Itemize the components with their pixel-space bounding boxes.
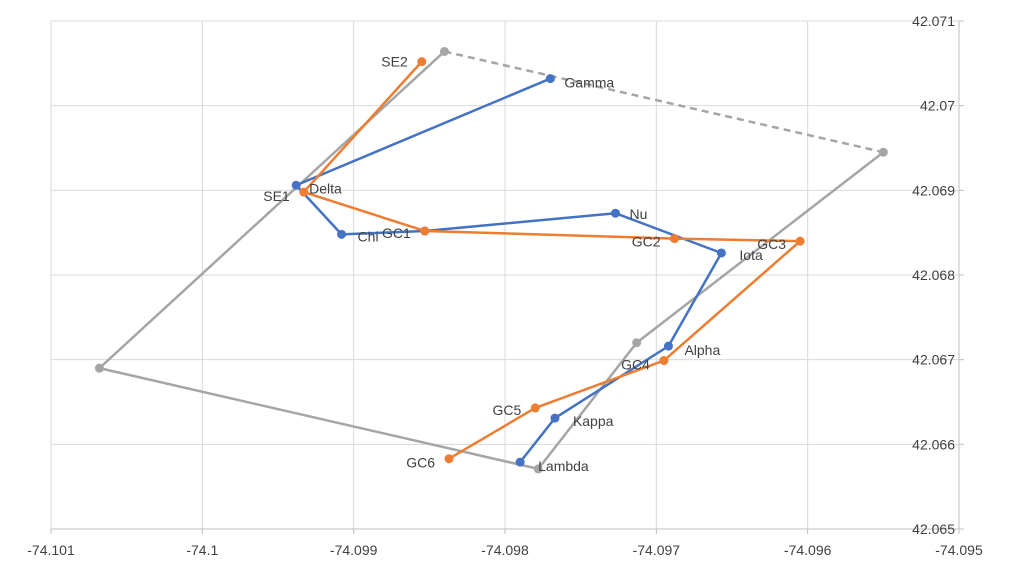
data-point — [291, 180, 301, 190]
data-point — [545, 74, 555, 84]
data-point — [716, 248, 726, 258]
data-label: SE2 — [381, 54, 408, 70]
data-point — [94, 363, 104, 373]
y-tick-label: 42.066 — [912, 436, 955, 452]
data-label: Lambda — [538, 458, 589, 474]
data-point — [417, 57, 427, 67]
data-label: SE1 — [263, 188, 290, 204]
y-tick-label: 42.065 — [912, 521, 955, 537]
data-point — [533, 464, 543, 474]
data-label: GC5 — [492, 402, 521, 418]
data-label: GC6 — [406, 455, 435, 471]
data-point — [663, 341, 673, 351]
data-label: Nu — [629, 206, 647, 222]
data-point — [420, 226, 430, 236]
data-point — [299, 187, 309, 197]
x-tick-label: -74.098 — [481, 542, 529, 558]
data-point — [795, 236, 805, 246]
data-point — [439, 46, 449, 56]
y-tick-label: 42.067 — [912, 352, 955, 368]
data-point — [550, 413, 560, 423]
x-tick-label: -74.099 — [330, 542, 378, 558]
data-point — [515, 457, 525, 467]
x-tick-label: -74.1 — [186, 542, 218, 558]
data-point — [337, 229, 347, 239]
data-point — [632, 338, 642, 348]
x-tick-label: -74.101 — [27, 542, 75, 558]
data-label: GC2 — [632, 234, 661, 250]
y-tick-label: 42.071 — [912, 13, 955, 29]
x-tick-label: -74.097 — [633, 542, 681, 558]
x-tick-label: -74.095 — [935, 542, 983, 558]
data-label: Iota — [739, 247, 763, 263]
data-label: GC4 — [621, 357, 650, 373]
data-point — [878, 147, 888, 157]
data-point — [530, 403, 540, 413]
data-label: GC3 — [757, 236, 786, 252]
data-label: GC1 — [382, 225, 411, 241]
y-tick-label: 42.068 — [912, 267, 955, 283]
data-point — [669, 234, 679, 244]
y-tick-label: 42.069 — [912, 182, 955, 198]
x-tick-label: -74.096 — [784, 542, 832, 558]
data-point — [444, 454, 454, 464]
data-point — [659, 356, 669, 366]
y-tick-label: 42.07 — [920, 98, 955, 114]
data-label: Alpha — [684, 342, 720, 358]
series-dashed-line — [444, 50, 884, 154]
data-label: Gamma — [564, 75, 614, 91]
data-point — [610, 208, 620, 218]
data-label: Chi — [358, 228, 379, 244]
series-line — [302, 60, 802, 460]
data-label: Kappa — [573, 413, 614, 429]
data-label: Delta — [309, 180, 342, 196]
